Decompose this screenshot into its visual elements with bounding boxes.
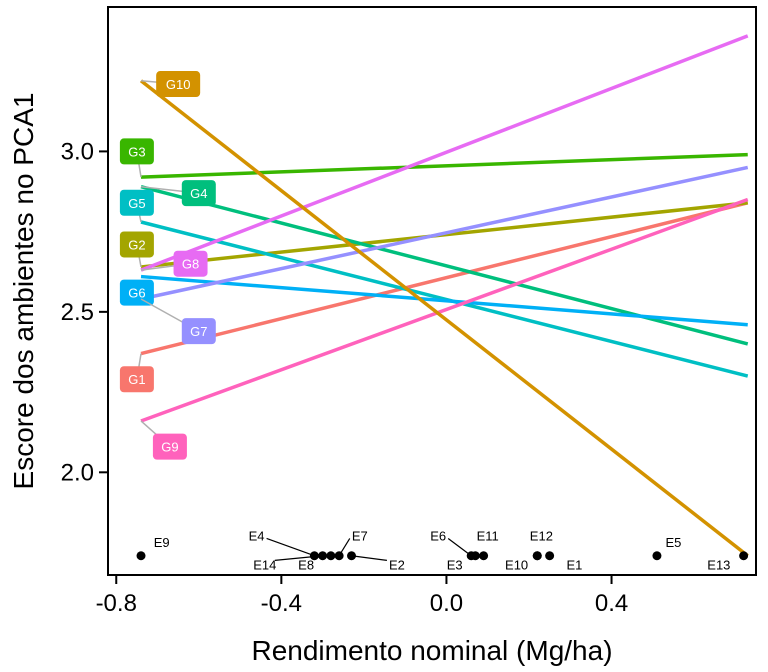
env-point-e1: [545, 551, 555, 561]
env-leader-e6: [447, 538, 472, 557]
y-tick-label: 2.0: [61, 459, 94, 486]
env-label-e3: E3: [447, 557, 463, 572]
env-label-e13: E13: [707, 557, 730, 572]
genotype-label-box: [119, 279, 154, 306]
env-point-e10: [532, 551, 542, 561]
plot-frame: [107, 6, 757, 576]
genotype-label-box: [173, 250, 208, 277]
env-point-e2: [347, 551, 357, 561]
env-label-e10: E10: [505, 557, 528, 572]
env-point-e9: [136, 551, 146, 561]
x-tick-label: 0.0: [430, 590, 463, 617]
genotype-label-text: G2: [128, 237, 145, 252]
genotype-label-g10: G10: [156, 71, 201, 98]
env-leader-e14: [274, 555, 323, 561]
genotype-label-g1: G1: [119, 366, 154, 393]
env-label-e1: E1: [566, 557, 582, 572]
genotype-label-text: G4: [190, 186, 207, 201]
env-label-e5: E5: [665, 535, 681, 550]
series-line-g1: [140, 201, 749, 356]
genotype-label-text: G1: [128, 372, 145, 387]
genotype-label-box: [181, 318, 216, 345]
genotype-label-g8: G8: [173, 250, 208, 277]
genotype-label-layer: G1 G2 G3 G4 G5 G6 G7 G8 G9 G10: [119, 71, 216, 460]
series-line-g8: [140, 34, 749, 272]
genotype-label-g7: G7: [181, 318, 216, 345]
genotype-label-g6: G6: [119, 279, 154, 306]
genotype-label-text: G6: [128, 286, 145, 301]
env-label-e11: E11: [477, 528, 499, 543]
genotype-label-box: [119, 366, 154, 393]
genotype-label-g9: G9: [152, 433, 187, 460]
env-leader-e4: [266, 537, 315, 557]
env-label-e14: E14: [253, 557, 276, 572]
env-point-e5: [652, 551, 662, 561]
series-line-g6: [140, 274, 748, 327]
env-point-e14: [318, 551, 328, 561]
env-point-e7: [334, 551, 344, 561]
genotype-label-box: [156, 71, 201, 98]
env-label-e8: E8: [298, 557, 314, 572]
y-tick-label: 2.5: [61, 299, 94, 326]
genotype-label-box: [119, 231, 154, 258]
genotype-label-g5: G5: [119, 189, 154, 216]
env-point-e3: [470, 551, 480, 561]
env-point-e8: [326, 551, 336, 561]
axis-layer: -0.8 -0.4 0.0 0.4 2.0 2.5 3.0: [61, 138, 629, 617]
genotype-label-text: G8: [182, 257, 199, 272]
env-label-e9: E9: [154, 535, 170, 550]
genotype-label-g2: G2: [119, 231, 154, 258]
genotype-label-text: G9: [161, 440, 178, 455]
env-label-e4: E4: [249, 528, 265, 543]
env-point-e13: [739, 551, 749, 561]
env-label-e7: E7: [352, 528, 368, 543]
env-point-e11: [479, 551, 489, 561]
genotype-label-text: G10: [166, 77, 191, 92]
x-axis-title: Rendimento nominal (Mg/ha): [251, 635, 612, 666]
y-tick-label: 3.0: [61, 138, 94, 165]
genotype-label-box: [181, 180, 216, 207]
genotype-label-box: [119, 138, 154, 165]
genotype-label-box: [119, 189, 154, 216]
y-axis-title: Escore dos ambientes no PCA1: [8, 93, 39, 490]
genotype-label-text: G3: [128, 144, 145, 159]
genotype-label-text: G7: [190, 324, 207, 339]
genotype-label-g3: G3: [119, 138, 154, 165]
env-leader-e2: [351, 555, 387, 561]
x-tick-label: -0.4: [261, 590, 302, 617]
env-label-e12: E12: [530, 528, 553, 543]
series-line-g7: [140, 165, 749, 301]
genotype-label-box: [152, 433, 187, 460]
env-point-e4: [309, 551, 319, 561]
series-line-g9: [140, 197, 749, 423]
env-label-e6: E6: [430, 528, 446, 543]
env-label-e2: E2: [389, 557, 405, 572]
series-line-g3: [140, 152, 748, 179]
x-tick-label: 0.4: [595, 590, 628, 617]
series-line-g10: [139, 79, 749, 558]
x-tick-label: -0.8: [96, 590, 137, 617]
series-layer: [139, 34, 749, 558]
genotype-label-text: G5: [128, 196, 145, 211]
genotype-label-g4: G4: [181, 180, 216, 207]
